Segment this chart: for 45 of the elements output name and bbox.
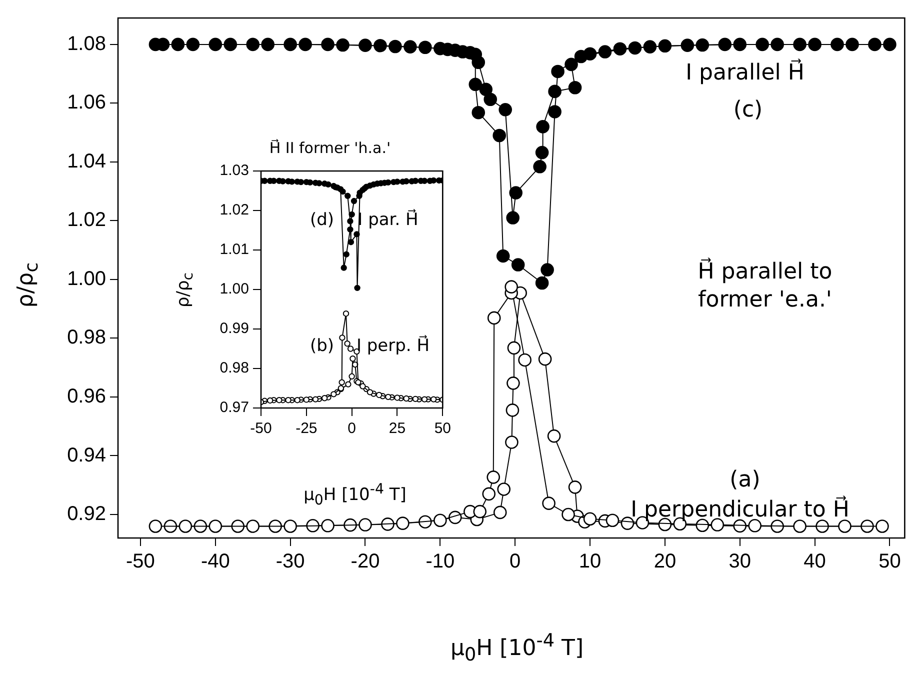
x-tick-label: 25	[388, 420, 406, 438]
x-tick-label: -10	[426, 550, 455, 573]
y-tick-label: 0.92	[67, 503, 106, 526]
y-tick-label: 0.99	[220, 320, 249, 338]
x-axis-title: μ$_{0}$H [10$^{-4}$ T]	[304, 481, 406, 509]
x-tick-label: -25	[296, 420, 318, 438]
x-tick-label: 50	[878, 550, 901, 573]
y-tick-label: 0.98	[67, 326, 106, 349]
y-tick-label: 0.96	[67, 386, 106, 408]
x-axis-title: μ$_{0}$H [10$^{-4}$ T]	[450, 630, 584, 666]
annotation: former 'e.a.'	[698, 288, 832, 312]
y-tick-label: 1.00	[67, 268, 106, 290]
x-tick-label: -40	[200, 550, 230, 573]
annotation: I parallel H⃗	[686, 60, 804, 86]
annotation: I perpendicular to H⃗	[630, 498, 850, 522]
y-tick-label: 1.04	[67, 150, 106, 172]
x-tick-label: 10	[578, 550, 602, 573]
chart-title: H⃗ II former 'h.a.'	[269, 139, 391, 157]
x-tick-label: 50	[434, 420, 451, 438]
y-tick-label: 1.06	[67, 92, 106, 114]
y-tick-label: 1.02	[220, 202, 249, 219]
x-tick-label: -30	[276, 550, 305, 573]
x-tick-label: 40	[804, 550, 826, 573]
annotation: H⃗ parallel to	[698, 260, 832, 284]
annotation: (d)	[310, 210, 334, 230]
annotation: (a)	[730, 468, 760, 492]
y-tick-label: 1.01	[220, 241, 249, 258]
x-tick-label: 0	[348, 420, 356, 438]
y-tick-label: 1.00	[220, 280, 249, 298]
y-tick-label: 1.03	[220, 162, 249, 180]
x-tick-label: -50	[250, 420, 272, 438]
y-tick-label: 0.94	[67, 444, 106, 466]
annotation: (c)	[733, 98, 763, 122]
x-tick-label: -20	[350, 550, 380, 573]
annotation: (b)	[310, 336, 334, 356]
y-tick-label: 0.97	[220, 399, 249, 416]
y-tick-label: 1.08	[67, 32, 106, 55]
x-tick-label: -50	[126, 550, 155, 573]
x-tick-label: 0	[510, 550, 521, 573]
annotation: I par. H⃗	[358, 210, 418, 230]
y-tick-label: 0.98	[220, 360, 249, 377]
x-tick-label: 30	[728, 550, 751, 573]
annotation: I perp. H⃗	[356, 336, 430, 356]
x-tick-label: 20	[654, 550, 676, 573]
y-tick-label: 1.02	[67, 209, 106, 232]
